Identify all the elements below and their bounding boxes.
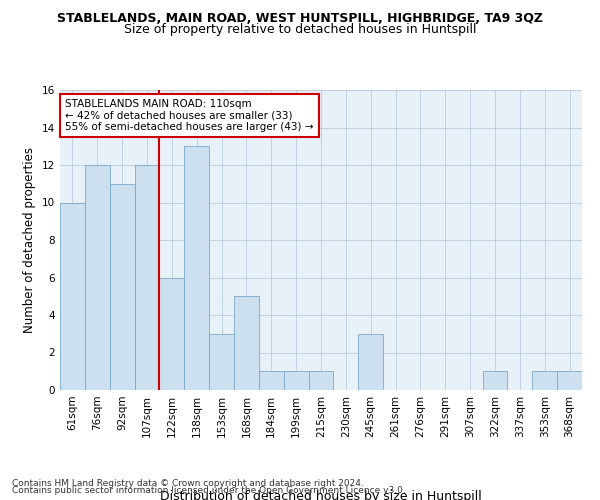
Bar <box>110 184 134 390</box>
Bar <box>60 202 85 390</box>
Bar <box>557 371 582 390</box>
Bar <box>184 146 209 390</box>
Bar <box>482 371 508 390</box>
Bar <box>234 296 259 390</box>
Text: STABLELANDS, MAIN ROAD, WEST HUNTSPILL, HIGHBRIDGE, TA9 3QZ: STABLELANDS, MAIN ROAD, WEST HUNTSPILL, … <box>57 12 543 26</box>
Bar <box>259 371 284 390</box>
Text: Contains HM Land Registry data © Crown copyright and database right 2024.: Contains HM Land Registry data © Crown c… <box>12 478 364 488</box>
Text: Size of property relative to detached houses in Huntspill: Size of property relative to detached ho… <box>124 22 476 36</box>
Text: STABLELANDS MAIN ROAD: 110sqm
← 42% of detached houses are smaller (33)
55% of s: STABLELANDS MAIN ROAD: 110sqm ← 42% of d… <box>65 99 314 132</box>
Bar <box>134 165 160 390</box>
X-axis label: Distribution of detached houses by size in Huntspill: Distribution of detached houses by size … <box>160 490 482 500</box>
Bar <box>160 278 184 390</box>
Bar <box>358 334 383 390</box>
Bar <box>209 334 234 390</box>
Text: Contains public sector information licensed under the Open Government Licence v3: Contains public sector information licen… <box>12 486 406 495</box>
Bar <box>308 371 334 390</box>
Bar <box>284 371 308 390</box>
Y-axis label: Number of detached properties: Number of detached properties <box>23 147 37 333</box>
Bar <box>532 371 557 390</box>
Bar <box>85 165 110 390</box>
